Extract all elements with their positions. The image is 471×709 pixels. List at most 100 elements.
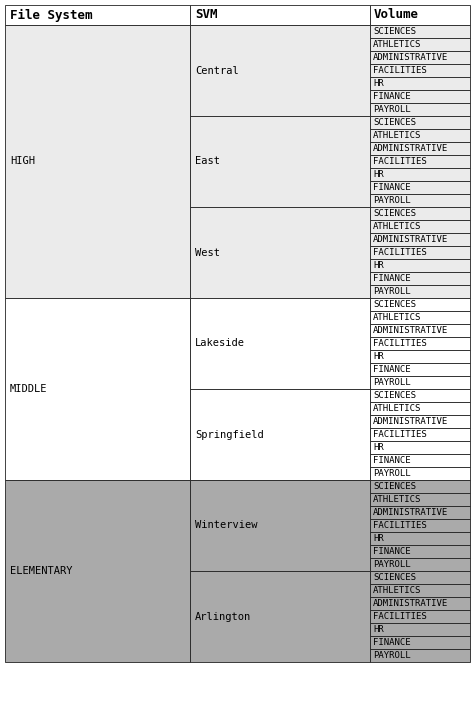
Bar (370, 363, 470, 376)
Text: HR: HR (373, 352, 384, 361)
Bar (190, 5, 370, 25)
Bar (370, 649, 470, 662)
Bar (370, 194, 470, 207)
Bar (370, 116, 470, 129)
Bar (370, 38, 470, 51)
Bar (370, 181, 470, 194)
Text: SCIENCES: SCIENCES (373, 482, 416, 491)
Bar (370, 207, 470, 220)
Bar (370, 636, 470, 649)
Text: ADMINISTRATIVE: ADMINISTRATIVE (373, 599, 448, 608)
Bar (370, 610, 470, 623)
Text: FACILITIES: FACILITIES (373, 157, 427, 166)
Bar (370, 5, 470, 25)
Text: ADMINISTRATIVE: ADMINISTRATIVE (373, 235, 448, 244)
Bar (370, 454, 470, 467)
Text: HR: HR (373, 625, 384, 634)
Bar (370, 519, 470, 532)
Text: PAYROLL: PAYROLL (373, 560, 411, 569)
Text: ADMINISTRATIVE: ADMINISTRATIVE (373, 144, 448, 153)
Text: Lakeside: Lakeside (195, 338, 245, 349)
Text: HR: HR (373, 534, 384, 543)
Bar (370, 571, 470, 584)
Bar (370, 51, 470, 64)
Text: HR: HR (373, 443, 384, 452)
Text: FACILITIES: FACILITIES (373, 339, 427, 348)
Text: Volume: Volume (374, 9, 419, 21)
Text: ADMINISTRATIVE: ADMINISTRATIVE (373, 53, 448, 62)
Bar (370, 324, 470, 337)
Bar (370, 233, 470, 246)
Text: ATHLETICS: ATHLETICS (373, 313, 422, 322)
Text: FACILITIES: FACILITIES (373, 521, 427, 530)
Bar (370, 415, 470, 428)
Bar (370, 103, 470, 116)
Bar (190, 116, 370, 207)
Text: FINANCE: FINANCE (373, 183, 411, 192)
Bar (370, 246, 470, 259)
Bar (370, 467, 470, 480)
Bar (370, 168, 470, 181)
Bar (370, 532, 470, 545)
Text: SCIENCES: SCIENCES (373, 118, 416, 127)
Bar (370, 545, 470, 558)
Bar (370, 376, 470, 389)
Text: HIGH: HIGH (10, 157, 35, 167)
Text: ATHLETICS: ATHLETICS (373, 586, 422, 595)
Text: SCIENCES: SCIENCES (373, 573, 416, 582)
Text: HR: HR (373, 79, 384, 88)
Text: ADMINISTRATIVE: ADMINISTRATIVE (373, 417, 448, 426)
Bar (370, 90, 470, 103)
Bar (370, 389, 470, 402)
Text: FINANCE: FINANCE (373, 92, 411, 101)
Text: Springfield: Springfield (195, 430, 264, 440)
Text: PAYROLL: PAYROLL (373, 105, 411, 114)
Bar (370, 558, 470, 571)
Bar (370, 155, 470, 168)
Bar (370, 480, 470, 493)
Bar (370, 623, 470, 636)
Text: FACILITIES: FACILITIES (373, 430, 427, 439)
Text: FACILITIES: FACILITIES (373, 66, 427, 75)
Text: ATHLETICS: ATHLETICS (373, 131, 422, 140)
Text: Central: Central (195, 65, 239, 75)
Bar (370, 64, 470, 77)
Bar (370, 311, 470, 324)
Text: PAYROLL: PAYROLL (373, 651, 411, 660)
Text: ADMINISTRATIVE: ADMINISTRATIVE (373, 326, 448, 335)
Bar (370, 441, 470, 454)
Bar (370, 142, 470, 155)
Text: FINANCE: FINANCE (373, 274, 411, 283)
Text: SVM: SVM (195, 9, 218, 21)
Text: ATHLETICS: ATHLETICS (373, 495, 422, 504)
Text: PAYROLL: PAYROLL (373, 469, 411, 478)
Text: ATHLETICS: ATHLETICS (373, 222, 422, 231)
Bar (5, 298, 190, 480)
Text: PAYROLL: PAYROLL (373, 196, 411, 205)
Text: HR: HR (373, 261, 384, 270)
Bar (370, 428, 470, 441)
Bar (190, 207, 370, 298)
Text: SCIENCES: SCIENCES (373, 391, 416, 400)
Bar (5, 5, 190, 25)
Text: HR: HR (373, 170, 384, 179)
Text: ADMINISTRATIVE: ADMINISTRATIVE (373, 508, 448, 517)
Text: Winterview: Winterview (195, 520, 258, 530)
Bar (370, 285, 470, 298)
Text: SCIENCES: SCIENCES (373, 209, 416, 218)
Text: PAYROLL: PAYROLL (373, 287, 411, 296)
Bar (370, 220, 470, 233)
Bar (5, 25, 190, 298)
Bar (370, 350, 470, 363)
Bar (370, 259, 470, 272)
Text: FINANCE: FINANCE (373, 638, 411, 647)
Text: ATHLETICS: ATHLETICS (373, 40, 422, 49)
Text: SCIENCES: SCIENCES (373, 27, 416, 36)
Bar (370, 25, 470, 38)
Bar (190, 480, 370, 571)
Bar (370, 129, 470, 142)
Bar (370, 584, 470, 597)
Text: FINANCE: FINANCE (373, 456, 411, 465)
Bar (370, 272, 470, 285)
Bar (190, 298, 370, 389)
